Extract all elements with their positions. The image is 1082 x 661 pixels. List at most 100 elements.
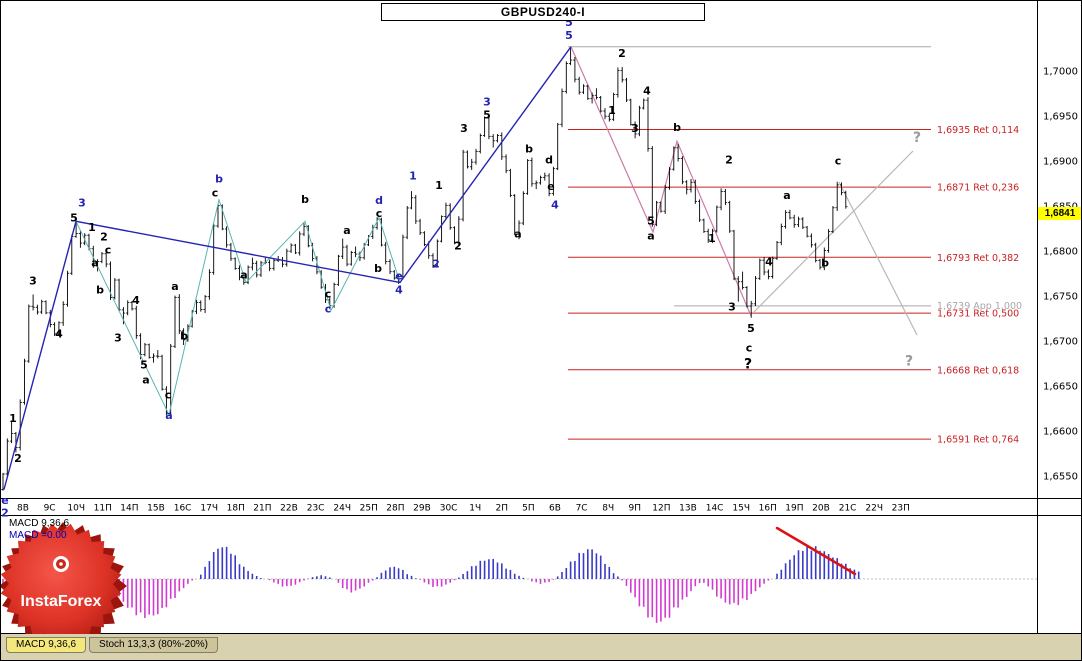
wave-label: c [105,244,112,257]
time-axis-label: 14С [706,504,724,514]
instaforex-logo: InstaForex [1,522,127,650]
wave-label: 3 [483,95,491,108]
tab-stochastic[interactable]: Stoch 13,3,3 (80%-20%) [89,637,218,653]
chart-title: GBPUSD240-I [500,5,586,19]
wave-label: 5 [565,16,573,29]
pink-wave-path [570,46,752,317]
tab-macd[interactable]: MACD 9,36,6 [6,637,87,653]
macd-caption-name: MACD 9,36,6 [9,518,70,529]
time-axis-label: 8Ч [602,504,614,514]
time-axis-label: 15В [147,504,165,514]
time-axis-label: 12П [652,504,670,514]
projection-line [838,181,918,336]
price-axis-label: 1,6900 [1043,157,1078,168]
fib-label: 1,6935 Ret 0,114 [937,125,1019,136]
wave-label: 3 [631,122,639,135]
wave-label: b [374,262,382,275]
time-axis-label: 7С [576,504,588,514]
time-axis-label: 14П [120,504,138,514]
fibonacci-levels: 1,6935 Ret 0,114 1,6871 Ret 0,236 1,6793 R… [568,125,1019,446]
time-axis-label: 6В [549,504,561,514]
panel-borders [1,1,1081,634]
wave-label: a [514,228,521,241]
time-axis-label: 5П [522,504,535,514]
time-axis-label: 13В [679,504,697,514]
price-axis-label: 1,6800 [1043,247,1078,258]
time-axis-label: 22Ч [865,504,883,514]
wave-label: d [545,153,553,166]
fib-label: 1,6591 Ret 0,764 [937,435,1019,446]
wave-label: c [325,288,332,301]
wave-label: 1 [9,412,17,425]
time-axis-label: 11П [94,504,112,514]
wave-label: b [215,173,223,186]
wave-label: 5 [747,322,755,335]
wave-label: c [835,154,842,167]
fib-label: 1,6871 Ret 0,236 [937,183,1019,194]
teal-wave-line [75,197,401,417]
blue-wave-line [3,46,572,490]
wave-label: 2 [618,47,626,60]
price-axis-label: 1,6950 [1043,112,1078,123]
time-axis-label: 9П [629,504,642,514]
time-axis-label: 20В [812,504,830,514]
time-axis-label: 30С [440,504,458,514]
wave-label: 4 [765,255,773,268]
wave-label: 5 [140,359,148,372]
logo-emblem-dot [59,562,63,566]
time-axis-label: 29В [413,504,431,514]
macd-caption-value: MACD =0.00 [9,530,67,541]
wave-label: b [301,193,309,206]
wave-label: 4 [132,294,140,307]
price-axis-label: 1,7000 [1043,67,1078,78]
time-axis-label: 16П [759,504,777,514]
wave-label: c [376,207,383,220]
macd-histogram [2,526,1037,623]
time-axis-label: 18П [227,504,245,514]
wave-label: 1 [435,179,443,192]
time-axis-label: 22В [280,504,298,514]
wave-lines [3,46,572,490]
wave-label: 5 [565,29,573,42]
wave-label: b [525,143,533,156]
price-axis-label: 1,6700 [1043,337,1078,348]
time-axis-label: 19П [785,504,803,514]
time-axis-label: 21П [253,504,271,514]
question-mark-label: ? [913,130,921,146]
time-axis-label: 8В [17,504,29,514]
wave-label: 4 [551,199,559,212]
wave-labels: e212343512cab435aabcabcabaccdcbe41212335… [1,16,921,520]
wave-label: 3 [460,122,468,135]
wave-label: 5 [647,215,655,228]
wave-label: a [142,374,149,387]
time-axis: 8В 9С 10Ч 11П 14П 15В 16С 17Ч 18П 21П 22В 23С 24Ч 25П… [17,504,910,514]
price-axis-label: 1,6750 [1043,292,1078,303]
wave-label: 1 [608,104,616,117]
wave-label: a [647,230,654,243]
wave-label: 2 [454,239,462,252]
starburst-shape [1,522,127,650]
wave-label: e [395,269,402,282]
wave-label: 4 [395,283,403,296]
wave-label: 3 [728,301,736,314]
macd-caption: MACD 9,36,6 MACD =0.00 [9,518,69,542]
wave-label: a [783,189,790,202]
time-axis-label: 23С [307,504,325,514]
wave-label: a [240,268,247,281]
time-axis-label: 23П [892,504,910,514]
wave-label: 2 [1,507,9,520]
wave-label: 4 [643,85,651,98]
wave-label: 5 [483,108,491,121]
macd-trendline [775,526,857,576]
wave-label: 5 [70,211,78,224]
price-axis-label: 1,6550 [1043,472,1078,483]
time-axis-label: 9С [44,504,56,514]
current-price-badge: 1,6841 [1038,207,1081,220]
wave-label: d [375,194,383,207]
wave-label: 4 [55,327,63,340]
wave-label: b [96,283,104,296]
app-level-label: 1,6739 App 1,000 [937,301,1022,312]
wave-label: 2 [725,153,733,166]
